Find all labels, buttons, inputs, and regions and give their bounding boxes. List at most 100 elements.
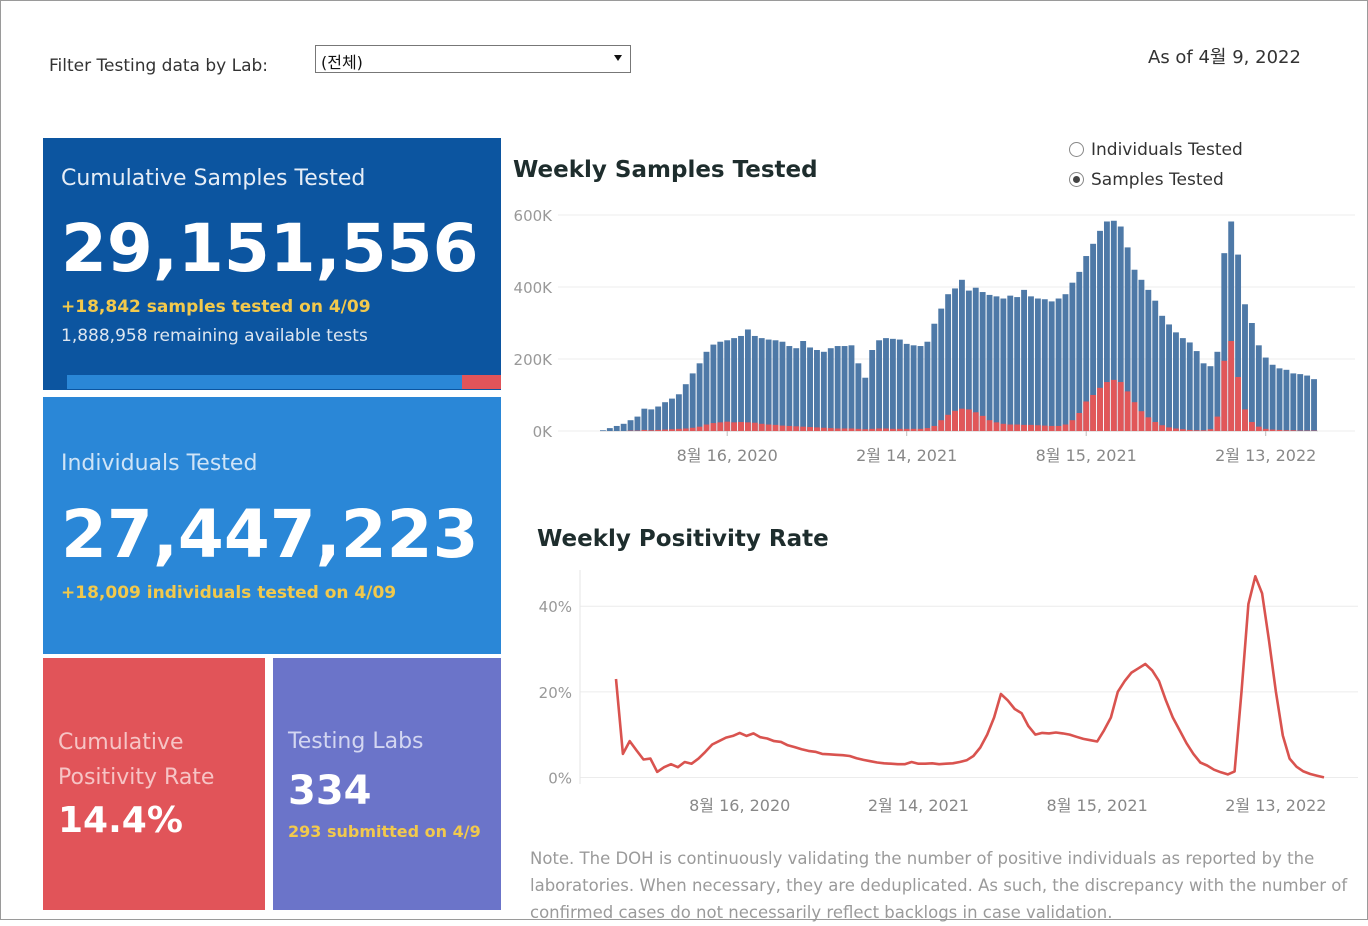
samples-bar: [1256, 345, 1262, 431]
samples-bar: [828, 348, 834, 431]
samples-bar: [717, 342, 723, 431]
positive-samples-bar: [793, 426, 799, 431]
samples-bar: [1000, 299, 1006, 431]
positive-samples-bar: [717, 422, 723, 431]
samples-bar: [800, 341, 806, 431]
samples-bar: [918, 346, 924, 431]
positive-samples-bar: [973, 412, 979, 431]
samples-bar: [1249, 323, 1255, 431]
positive-samples-bar: [1194, 430, 1200, 431]
positive-samples-bar: [1221, 361, 1227, 431]
toggle-individuals[interactable]: Individuals Tested: [1069, 140, 1243, 160]
positive-samples-bar: [1083, 401, 1089, 431]
samples-bar: [1063, 294, 1069, 431]
positive-samples-bar: [1125, 391, 1131, 431]
positive-samples-bar: [1159, 425, 1165, 431]
samples-bar: [676, 394, 682, 431]
positive-samples-bar: [1173, 428, 1179, 431]
positive-samples-bar: [1014, 425, 1020, 431]
positivity-x-tick: 2월 14, 2021: [868, 796, 969, 815]
samples-x-tick: 8월 15, 2021: [1036, 446, 1137, 465]
positivity-x-tick: 2월 13, 2022: [1225, 796, 1326, 815]
samples-bar: [973, 288, 979, 431]
positive-samples-bar: [1042, 426, 1048, 431]
toggle-samples-label: Samples Tested: [1091, 170, 1224, 190]
samples-bar: [1145, 290, 1151, 431]
samples-bar: [752, 336, 758, 431]
samples-bar: [1069, 283, 1075, 431]
positive-samples-bar: [1104, 382, 1110, 431]
samples-bar: [842, 346, 848, 431]
samples-bar: [1035, 299, 1041, 431]
positive-samples-bar: [924, 428, 930, 431]
positive-samples-bar: [1056, 426, 1062, 431]
tests-availability-bar: [67, 375, 501, 389]
radio-samples[interactable]: [1069, 172, 1084, 187]
cumulative-positivity-value: 14.4%: [58, 800, 183, 841]
samples-bar: [724, 340, 730, 431]
positivity-y-tick: 40%: [539, 598, 572, 616]
toggle-samples[interactable]: Samples Tested: [1069, 170, 1224, 190]
positive-samples-bar: [704, 425, 710, 431]
positive-samples-bar: [1069, 420, 1075, 431]
samples-x-tick: 2월 13, 2022: [1215, 446, 1316, 465]
positive-samples-bar: [1235, 377, 1241, 431]
samples-bar: [1007, 296, 1013, 431]
samples-bar: [1208, 366, 1214, 431]
remaining-tests-text: 1,888,958 remaining available tests: [61, 326, 368, 346]
positive-samples-bar: [780, 426, 786, 431]
cumulative-samples-title: Cumulative Samples Tested: [61, 166, 365, 191]
radio-individuals[interactable]: [1069, 142, 1084, 157]
positive-samples-bar: [1132, 402, 1138, 431]
chevron-down-icon[interactable]: [614, 55, 622, 61]
lab-filter-select[interactable]: (전체): [315, 45, 631, 73]
samples-bar: [731, 338, 737, 431]
positivity-title-line2: Positivity Rate: [58, 765, 214, 790]
samples-bar: [1173, 332, 1179, 431]
positive-samples-bar: [745, 422, 751, 431]
samples-bar: [987, 295, 993, 431]
samples-y-tick: 200K: [514, 351, 554, 369]
samples-today-text: +18,842 samples tested on 4/09: [61, 297, 371, 317]
samples-bar: [759, 338, 765, 431]
samples-bar: [1159, 316, 1165, 431]
samples-bar: [869, 350, 875, 431]
positive-samples-bar: [683, 428, 689, 431]
positive-samples-bar: [835, 428, 841, 431]
positive-samples-bar: [1035, 425, 1041, 431]
positive-samples-bar: [938, 420, 944, 431]
labs-submitted-text: 293 submitted on 4/9: [288, 822, 481, 841]
positive-samples-bar: [1214, 417, 1220, 431]
positive-samples-bar: [752, 423, 758, 431]
positive-samples-bar: [1139, 411, 1145, 431]
positive-samples-bar: [1076, 413, 1082, 431]
positive-samples-bar: [766, 425, 772, 431]
positive-samples-bar: [842, 428, 848, 431]
cumulative-samples-card: Cumulative Samples Tested 29,151,556 +18…: [43, 138, 501, 390]
positive-samples-bar: [1277, 430, 1283, 431]
samples-bar: [1056, 299, 1062, 431]
samples-bar: [1201, 363, 1207, 431]
weekly-samples-title: Weekly Samples Tested: [513, 157, 818, 183]
positive-samples-bar: [1090, 395, 1096, 431]
samples-bar: [849, 345, 855, 431]
samples-bar: [1304, 376, 1310, 431]
positive-samples-bar: [911, 429, 917, 431]
positive-samples-bar: [883, 428, 889, 431]
positive-samples-bar: [648, 430, 654, 431]
samples-bar: [980, 292, 986, 431]
samples-bar: [648, 409, 654, 431]
samples-bar: [1263, 358, 1269, 431]
cumulative-positivity-card: Cumulative Positivity Rate 14.4%: [43, 658, 265, 910]
positive-samples-bar: [945, 415, 951, 431]
positivity-title-line1: Cumulative: [58, 730, 184, 755]
positive-samples-bar: [697, 427, 703, 431]
samples-bar: [904, 344, 910, 431]
cumulative-samples-value: 29,151,556: [61, 210, 479, 287]
samples-bar: [1290, 373, 1296, 431]
samples-x-tick: 8월 16, 2020: [677, 446, 778, 465]
positive-samples-bar: [710, 423, 716, 431]
positive-samples-bar: [1118, 382, 1124, 431]
samples-bar: [607, 428, 613, 431]
